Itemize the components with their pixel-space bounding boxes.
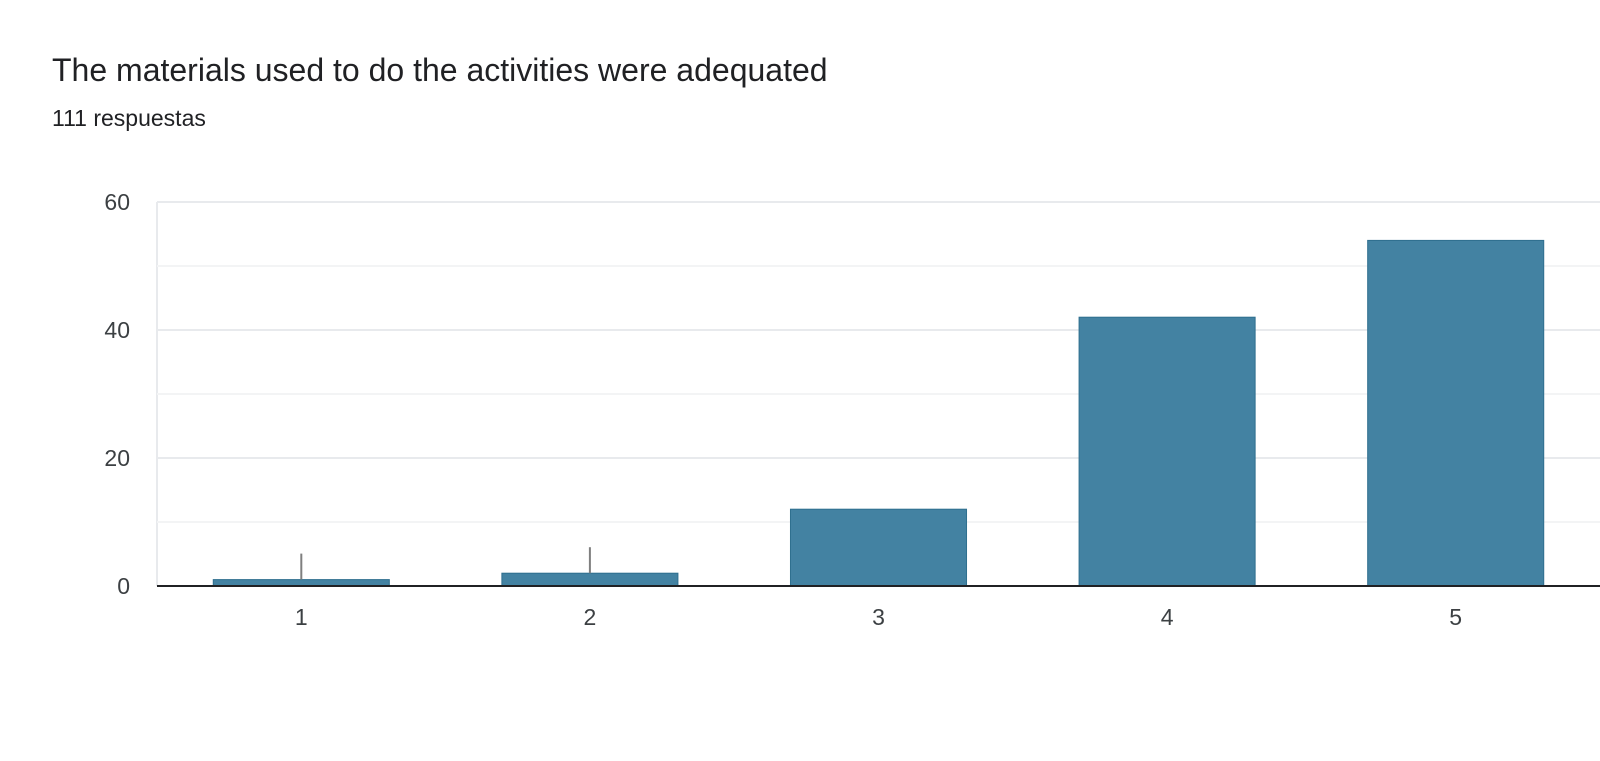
response-count: 111 respuestas	[52, 105, 206, 131]
x-tick-label: 4	[1161, 604, 1174, 630]
x-tick-label: 1	[295, 604, 308, 630]
x-tick-label: 5	[1449, 604, 1462, 630]
bar	[789, 508, 968, 587]
bar	[501, 572, 679, 587]
chart-title: The materials used to do the activities …	[52, 52, 828, 88]
y-tick-label: 20	[104, 445, 130, 471]
y-tick-label: 60	[104, 189, 130, 215]
x-tick-label: 3	[872, 604, 885, 630]
bar	[1367, 239, 1545, 587]
y-tick-label: 40	[104, 317, 130, 343]
bar	[1078, 316, 1256, 587]
x-tick-label: 2	[584, 604, 597, 630]
y-tick-label: 0	[117, 573, 130, 599]
